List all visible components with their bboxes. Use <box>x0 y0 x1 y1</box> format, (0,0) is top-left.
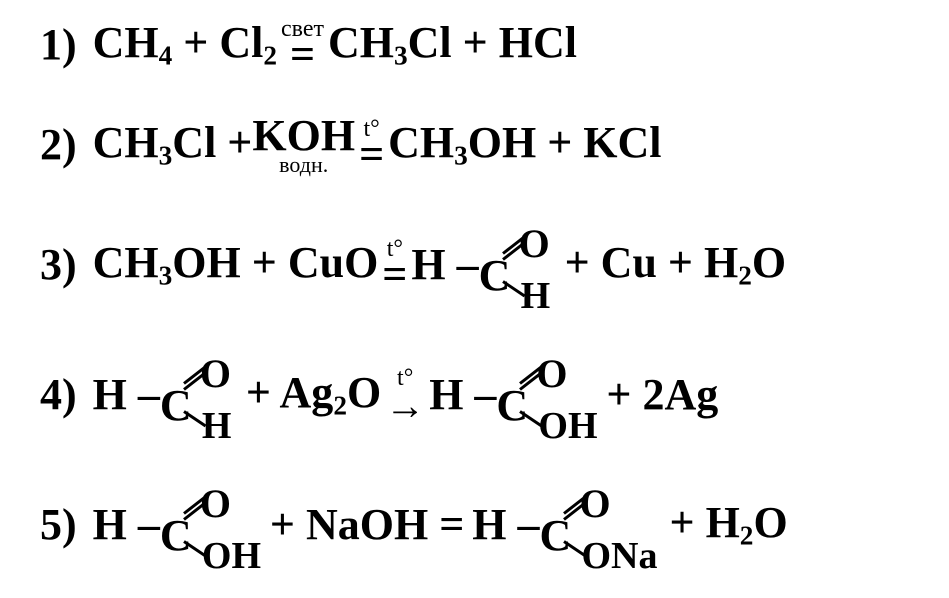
eq2-right: CH3OH + KCl <box>388 121 661 170</box>
eq1-condition: свет = <box>281 19 324 71</box>
eq5-right-prefix: H – <box>472 503 539 547</box>
eq1-left: CH4 + Cl2 <box>93 21 277 70</box>
eq1-number: 1) <box>40 23 77 67</box>
equation-3: 3) CH3OH + CuO t° = H – C O H + Cu + H2O <box>40 220 786 310</box>
eq5-left-suffix: + NaOH = <box>270 503 464 547</box>
eq4-left-struct-h: H <box>202 404 232 448</box>
equation-4: 4) H – C O H + Ag2O t° → H – C O OH + 2A… <box>40 350 718 440</box>
eq5-left-prefix: H – <box>93 503 160 547</box>
equation-1: 1) CH4 + Cl2 свет = CH3Cl + HCl <box>40 0 577 90</box>
eq1-equals: = <box>290 40 315 71</box>
eq5-right-structure: C O ONa <box>540 482 670 568</box>
eq4-left-structure: C O H <box>160 352 246 438</box>
eq3-condition: t° = <box>382 239 407 291</box>
eq5-right-suffix: + H2O <box>670 501 788 550</box>
eq2-number: 2) <box>40 123 77 167</box>
eq5-right-struct-ona: ONa <box>582 534 658 578</box>
eq3-number: 3) <box>40 243 77 287</box>
eq4-right-struct-oh: OH <box>538 404 597 448</box>
eq1-right: CH3Cl + HCl <box>328 21 577 70</box>
eq2-reagent: KOH водн. <box>252 114 355 176</box>
eq4-right-suffix: + 2Ag <box>606 373 718 417</box>
eq3-equals: = <box>382 260 407 291</box>
eq2-equals: = <box>359 140 384 171</box>
eq3-left: CH3OH + CuO <box>93 241 379 290</box>
eq3-right-prefix: H – <box>411 243 478 287</box>
eq2-condition: t° = <box>359 119 384 171</box>
eq5-left-struct-oh: OH <box>202 534 261 578</box>
eq4-number: 4) <box>40 373 77 417</box>
eq4-right-structure: C O OH <box>496 352 606 438</box>
eq5-number: 5) <box>40 503 77 547</box>
eq3-right-suffix: + Cu + H2O <box>565 241 787 290</box>
eq4-right-prefix: H – <box>429 373 496 417</box>
eq4-arrow: → <box>385 390 425 422</box>
eq5-left-structure: C O OH <box>160 482 270 568</box>
eq4-left-suffix: + Ag2O <box>246 371 381 420</box>
eq3-formaldehyde-structure: C O H <box>479 222 565 308</box>
eq3-struct-h: H <box>521 274 551 318</box>
eq2-left: CH3Cl + <box>93 121 253 170</box>
eq4-condition: t° → <box>385 368 425 422</box>
equation-2: 2) CH3Cl + KOH водн. t° = CH3OH + KCl <box>40 100 662 190</box>
equation-5: 5) H – C O OH + NaOH = H – C O ONa + H2O <box>40 480 788 570</box>
eq4-left-prefix: H – <box>93 373 160 417</box>
eq2-aqueous-note: водн. <box>279 154 328 176</box>
